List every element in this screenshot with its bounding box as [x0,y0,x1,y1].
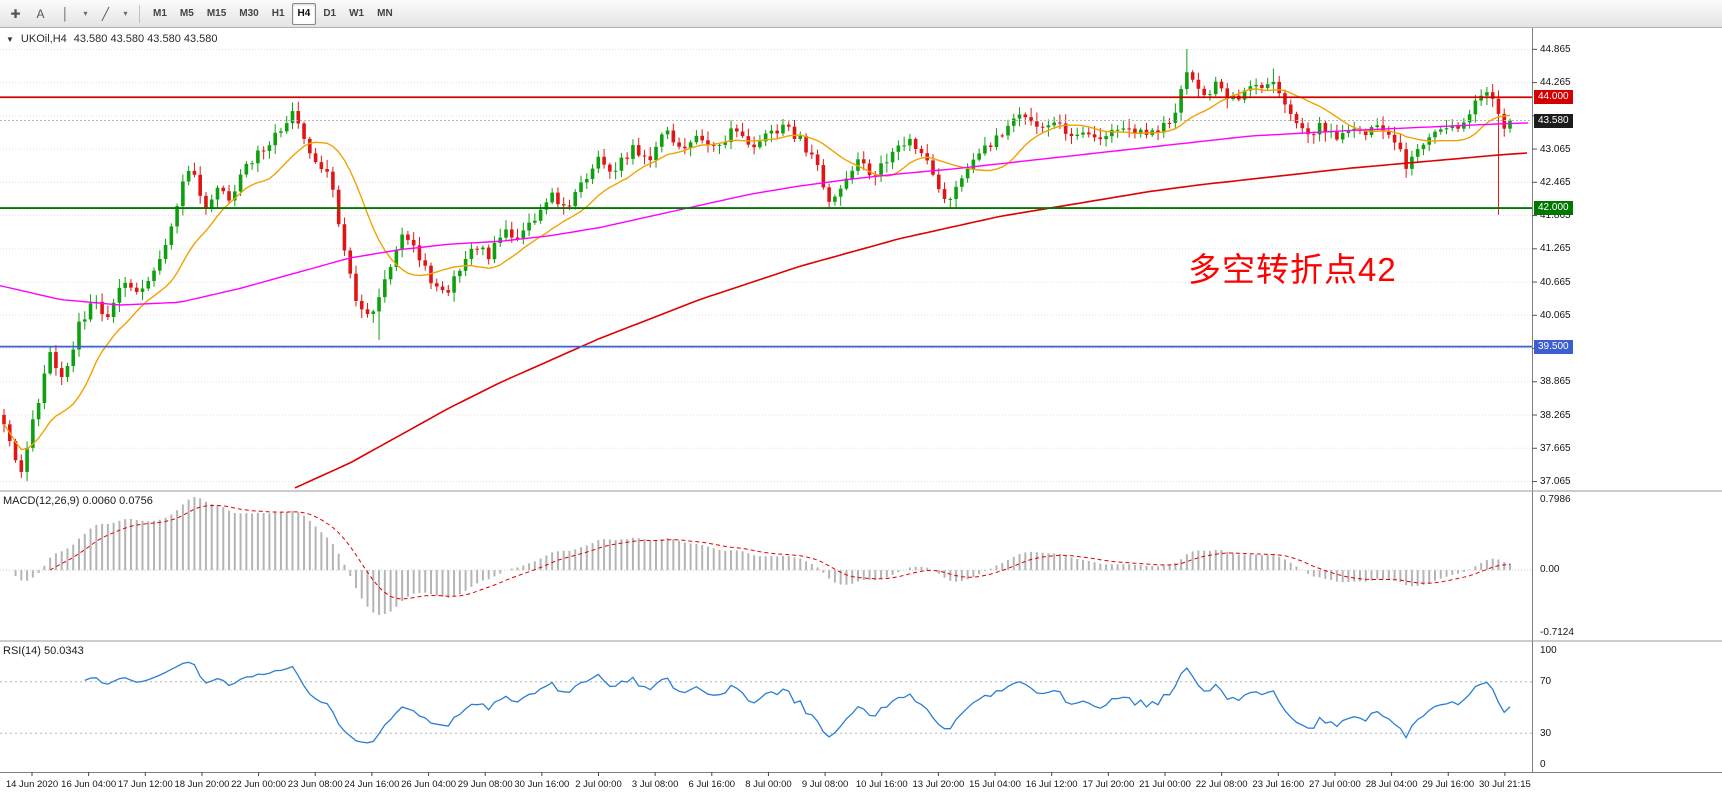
toolbar-separator [139,4,140,23]
timeframe-button-m1[interactable]: M1 [147,3,173,25]
timeframe-button-w1[interactable]: W1 [343,3,370,25]
main-toolbar: ✚ A │ ▾ ╱ ▾ M1 M5 M15 M30 H1 H4 D1 W1 MN [0,0,1722,28]
timeframe-button-mn[interactable]: MN [371,3,399,25]
crosshair-tool-button[interactable]: ✚ [4,3,27,25]
text-label-tool-button[interactable]: A [29,3,52,25]
horizontal-level-lines[interactable] [0,96,1532,348]
timeframe-button-m5[interactable]: M5 [174,3,200,25]
rsi-plot [0,661,1532,744]
timeframe-button-m15[interactable]: M15 [201,3,232,25]
timeframe-toolbar: M1 M5 M15 M30 H1 H4 D1 W1 MN [147,2,399,25]
timeframe-button-m30[interactable]: M30 [233,3,264,25]
timeframe-button-d1[interactable]: D1 [317,3,342,25]
timeframe-button-h4[interactable]: H4 [291,2,317,25]
shape-tools-dropdown-icon[interactable]: ▾ [119,3,132,25]
chart-annotation-text[interactable]: 多空转折点42 [1188,251,1397,288]
panel-frames [0,28,1722,776]
vertical-line-tool-button[interactable]: │ [54,3,77,25]
trendline-tool-button[interactable]: ╱ [94,3,117,25]
candlesticks [2,49,1512,482]
collapse-chart-icon[interactable]: ▼ [6,34,14,44]
pivot-line-tag[interactable]: 42.000 [1534,201,1573,216]
line-tools-dropdown-icon[interactable]: ▾ [79,3,92,25]
grid-lines [0,48,1532,483]
resistance-line-tag[interactable]: 44.000 [1534,90,1573,105]
macd-plot [0,497,1532,615]
current-price-tag[interactable]: 43.580 [1534,113,1573,128]
support-line-tag[interactable]: 39.500 [1534,339,1573,354]
timeframe-button-h1[interactable]: H1 [266,3,291,25]
moving-averages [0,88,1529,489]
